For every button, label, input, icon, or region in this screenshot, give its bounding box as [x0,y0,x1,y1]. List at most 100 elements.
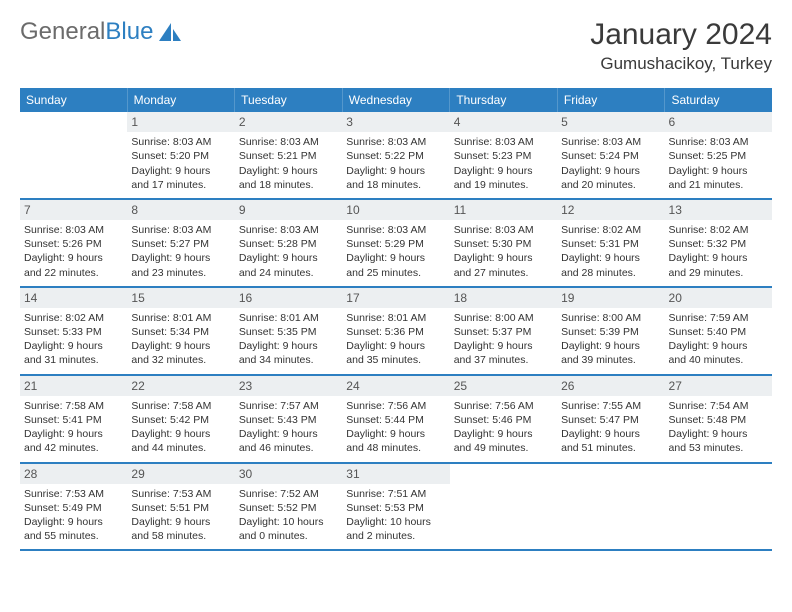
sunset-text: Sunset: 5:49 PM [24,501,123,515]
day-cell: 16Sunrise: 8:01 AMSunset: 5:35 PMDayligh… [235,288,342,374]
month-title: January 2024 [590,18,772,52]
daylight-text: and 37 minutes. [454,353,553,367]
dow-row: Sunday Monday Tuesday Wednesday Thursday… [20,88,772,112]
header: GeneralBlue January 2024 Gumushacikoy, T… [20,18,772,74]
day-cell: 23Sunrise: 7:57 AMSunset: 5:43 PMDayligh… [235,376,342,462]
day-number: 25 [450,376,557,396]
day-cell: 17Sunrise: 8:01 AMSunset: 5:36 PMDayligh… [342,288,449,374]
daylight-text: and 44 minutes. [131,441,230,455]
daylight-text: and 28 minutes. [561,266,660,280]
daylight-text: and 39 minutes. [561,353,660,367]
sunrise-text: Sunrise: 8:00 AM [454,311,553,325]
sunrise-text: Sunrise: 8:03 AM [454,223,553,237]
daylight-text: and 23 minutes. [131,266,230,280]
sunrise-text: Sunrise: 7:58 AM [24,399,123,413]
daylight-text: and 53 minutes. [669,441,768,455]
day-number: 3 [342,112,449,132]
location: Gumushacikoy, Turkey [590,54,772,74]
day-cell: . [450,464,557,550]
sunrise-text: Sunrise: 8:01 AM [239,311,338,325]
daylight-text: and 42 minutes. [24,441,123,455]
brand-logo: GeneralBlue [20,18,183,46]
sunrise-text: Sunrise: 8:03 AM [239,223,338,237]
daylight-text: Daylight: 9 hours [131,427,230,441]
day-number: 16 [235,288,342,308]
sunset-text: Sunset: 5:40 PM [669,325,768,339]
sunset-text: Sunset: 5:21 PM [239,149,338,163]
day-cell: 22Sunrise: 7:58 AMSunset: 5:42 PMDayligh… [127,376,234,462]
sunrise-text: Sunrise: 8:00 AM [561,311,660,325]
day-number: 15 [127,288,234,308]
daylight-text: Daylight: 9 hours [131,339,230,353]
day-number: 17 [342,288,449,308]
sunrise-text: Sunrise: 7:54 AM [669,399,768,413]
sunrise-text: Sunrise: 8:03 AM [239,135,338,149]
daylight-text: Daylight: 9 hours [24,427,123,441]
day-number: 31 [342,464,449,484]
sunrise-text: Sunrise: 7:52 AM [239,487,338,501]
daylight-text: Daylight: 9 hours [24,339,123,353]
day-cell: 27Sunrise: 7:54 AMSunset: 5:48 PMDayligh… [665,376,772,462]
week-row: .1Sunrise: 8:03 AMSunset: 5:20 PMDayligh… [20,112,772,200]
day-number: 7 [20,200,127,220]
day-number: 22 [127,376,234,396]
daylight-text: Daylight: 9 hours [561,251,660,265]
sunset-text: Sunset: 5:29 PM [346,237,445,251]
daylight-text: Daylight: 9 hours [669,339,768,353]
sunset-text: Sunset: 5:52 PM [239,501,338,515]
week-row: 21Sunrise: 7:58 AMSunset: 5:41 PMDayligh… [20,376,772,464]
sunrise-text: Sunrise: 7:59 AM [669,311,768,325]
daylight-text: and 25 minutes. [346,266,445,280]
sunset-text: Sunset: 5:33 PM [24,325,123,339]
daylight-text: Daylight: 9 hours [346,427,445,441]
sunset-text: Sunset: 5:44 PM [346,413,445,427]
day-number: 30 [235,464,342,484]
day-cell: 13Sunrise: 8:02 AMSunset: 5:32 PMDayligh… [665,200,772,286]
brand-part1: General [20,18,105,46]
day-cell: 6Sunrise: 8:03 AMSunset: 5:25 PMDaylight… [665,112,772,198]
day-cell: 7Sunrise: 8:03 AMSunset: 5:26 PMDaylight… [20,200,127,286]
day-cell: 21Sunrise: 7:58 AMSunset: 5:41 PMDayligh… [20,376,127,462]
day-number: 28 [20,464,127,484]
sunset-text: Sunset: 5:26 PM [24,237,123,251]
daylight-text: and 19 minutes. [454,178,553,192]
sunset-text: Sunset: 5:25 PM [669,149,768,163]
sunrise-text: Sunrise: 8:03 AM [346,135,445,149]
daylight-text: Daylight: 9 hours [131,251,230,265]
dow-sunday: Sunday [20,88,128,112]
daylight-text: Daylight: 10 hours [346,515,445,529]
daylight-text: Daylight: 9 hours [239,251,338,265]
day-cell: 26Sunrise: 7:55 AMSunset: 5:47 PMDayligh… [557,376,664,462]
daylight-text: and 34 minutes. [239,353,338,367]
week-row: 7 Sunrise: 8:03 AM Sunset: 5:26 PM Daylight… [20,200,772,288]
daylight-text: Daylight: 9 hours [454,339,553,353]
day-number: 18 [450,288,557,308]
sunset-text: Sunset: 5:32 PM [669,237,768,251]
title-block: January 2024 Gumushacikoy, Turkey [590,18,772,74]
daylight-text: and 27 minutes. [454,266,553,280]
day-cell: 24Sunrise: 7:56 AMSunset: 5:44 PMDayligh… [342,376,449,462]
day-cell: 3Sunrise: 8:03 AMSunset: 5:22 PMDaylight… [342,112,449,198]
daylight-text: Daylight: 9 hours [669,164,768,178]
day-cell: 19Sunrise: 8:00 AMSunset: 5:39 PMDayligh… [557,288,664,374]
sunrise-text: Sunrise: 7:57 AM [239,399,338,413]
day-number: 21 [20,376,127,396]
sunset-text: Sunset: 5:30 PM [454,237,553,251]
daylight-text: Daylight: 9 hours [346,164,445,178]
sunset-text: Sunset: 5:46 PM [454,413,553,427]
sunset-text: Sunset: 5:23 PM [454,149,553,163]
sunset-text: Sunset: 5:51 PM [131,501,230,515]
day-cell: 5Sunrise: 8:03 AMSunset: 5:24 PMDaylight… [557,112,664,198]
sunrise-text: Sunrise: 7:56 AM [454,399,553,413]
day-number: 26 [557,376,664,396]
day-cell: . [557,464,664,550]
daylight-text: and 18 minutes. [346,178,445,192]
day-number: 9 [235,200,342,220]
day-number: 11 [450,200,557,220]
daylight-text: and 24 minutes. [239,266,338,280]
daylight-text: and 48 minutes. [346,441,445,455]
sunrise-text: Sunrise: 7:55 AM [561,399,660,413]
daylight-text: and 55 minutes. [24,529,123,543]
day-number: 4 [450,112,557,132]
daylight-text: Daylight: 9 hours [561,427,660,441]
